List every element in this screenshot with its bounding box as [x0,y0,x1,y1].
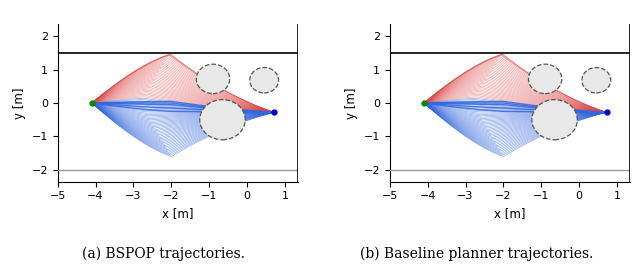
Y-axis label: y [m]: y [m] [345,87,358,119]
Circle shape [200,100,245,140]
X-axis label: x [m]: x [m] [162,207,194,220]
Circle shape [582,67,611,93]
Circle shape [196,64,230,93]
Y-axis label: y [m]: y [m] [13,87,26,119]
X-axis label: x [m]: x [m] [494,207,526,220]
Circle shape [250,67,278,93]
Circle shape [532,100,577,140]
Circle shape [529,64,562,93]
Text: (a) BSPOP trajectories.: (a) BSPOP trajectories. [82,247,244,261]
Text: (b) Baseline planner trajectories.: (b) Baseline planner trajectories. [360,247,593,261]
